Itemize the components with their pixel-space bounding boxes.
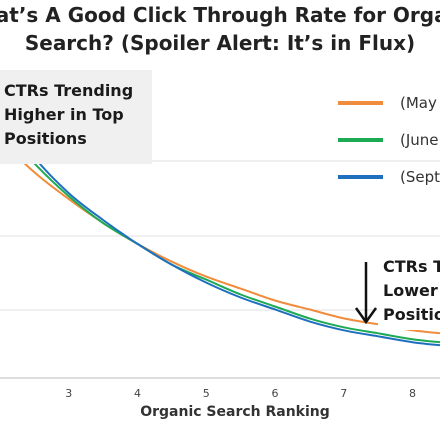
legend-label-2: (June bbox=[400, 131, 439, 149]
series-line-1 bbox=[0, 138, 440, 335]
annotation-top: CTRs Trending Higher in Top Positions bbox=[0, 70, 152, 164]
annotation-bottom-line-1: CTRs T bbox=[383, 257, 440, 276]
x-axis-label: Organic Search Ranking bbox=[140, 404, 330, 420]
series-line-3 bbox=[0, 109, 440, 347]
gridlines bbox=[0, 160, 440, 311]
annotation-bottom-line-3: Positio bbox=[383, 305, 440, 324]
annotation-top-line-3: Positions bbox=[4, 129, 87, 148]
down-arrow-head bbox=[354, 307, 378, 325]
annotation-bottom-box bbox=[378, 250, 440, 330]
x-tick-label-3: 3 bbox=[65, 387, 72, 400]
x-tick-label-5: 5 bbox=[203, 387, 210, 400]
legend-label-1: (May bbox=[400, 94, 437, 112]
chart-title-line-1: What’s A Good Click Through Rate for Org… bbox=[0, 3, 440, 27]
x-tick-label-8: 8 bbox=[409, 387, 416, 400]
annotation-top-line-1: CTRs Trending bbox=[4, 81, 133, 100]
x-tick-label-4: 4 bbox=[134, 387, 141, 400]
legend: (May (June (Sept bbox=[338, 94, 440, 186]
annotation-bottom-line-2: Lower bbox=[383, 281, 438, 300]
x-tick-label-6: 6 bbox=[272, 387, 279, 400]
annotation-top-line-2: Higher in Top bbox=[4, 105, 124, 124]
annotation-top-box bbox=[0, 70, 152, 164]
x-tick-labels: 3 4 5 6 7 8 bbox=[65, 387, 416, 400]
series-lines bbox=[0, 109, 440, 347]
annotation-bottom: CTRs T Lower Positio bbox=[354, 250, 440, 330]
chart-title-line-2: Search? (Spoiler Alert: It’s in Flux) bbox=[25, 31, 415, 55]
legend-label-3: (Sept bbox=[400, 168, 440, 186]
series-line-2 bbox=[0, 123, 440, 344]
x-tick-label-7: 7 bbox=[340, 387, 347, 400]
